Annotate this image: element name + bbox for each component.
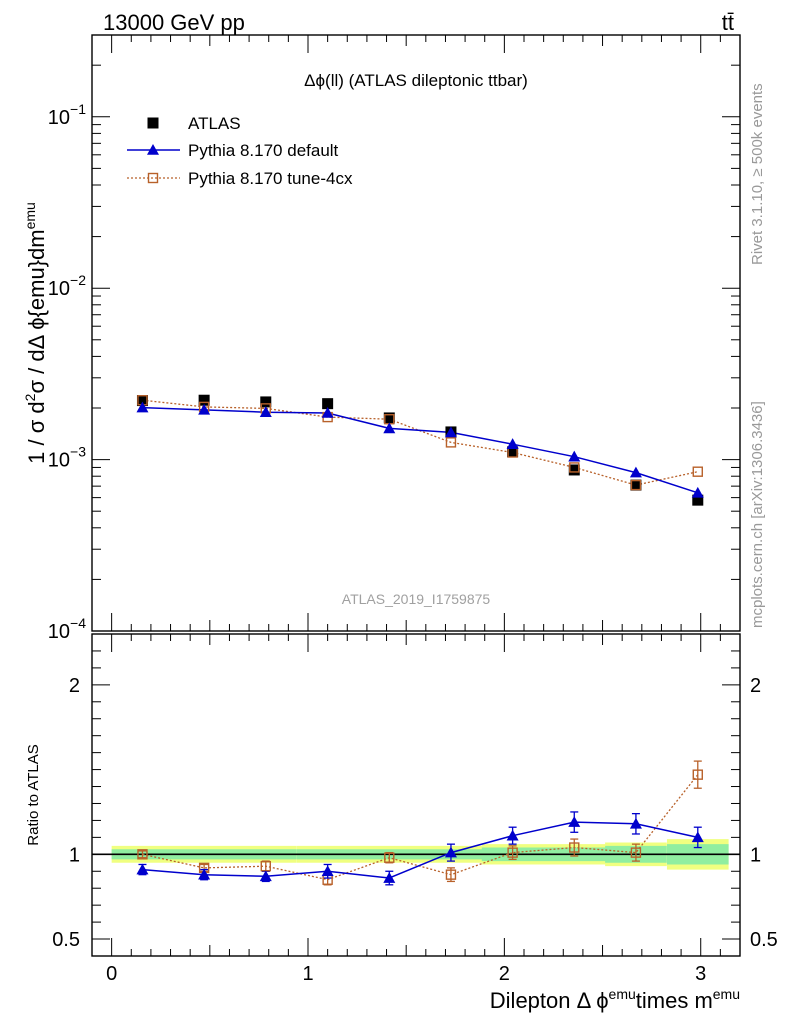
legend-label: ATLAS: [188, 114, 241, 133]
series-line-default: [142, 406, 699, 494]
triangle-marker: [629, 466, 642, 478]
main-frame: [91, 34, 741, 632]
open-square-marker: [630, 847, 642, 858]
open-square-marker: [569, 842, 580, 853]
ratio-line-default: [142, 821, 698, 879]
triangle-marker: [259, 870, 272, 882]
triangle-marker: [259, 406, 272, 418]
triangle-marker: [136, 401, 149, 413]
ratio-frame: [91, 633, 741, 957]
triangle-marker: [321, 865, 334, 877]
open-square-marker: [445, 437, 457, 448]
open-square-marker: [137, 849, 148, 860]
filled-square-marker: [136, 395, 148, 407]
filled-square-marker: [147, 117, 159, 129]
mcplots-label: mcplots.cern.ch [arXiv:1306.3436]: [749, 401, 766, 628]
chart-title: Δϕ(ll) (ATLAS dileptonic ttbar): [304, 71, 528, 90]
triangle-marker: [444, 426, 457, 438]
x-tick-label: 2: [499, 963, 510, 985]
rivet-label: Rivet 3.1.10, ≥ 500k events: [749, 83, 766, 265]
triangle-marker: [568, 450, 581, 462]
ratio-axis-ticks: [92, 633, 741, 957]
ratio-y-tick-label: 1: [69, 844, 80, 866]
legend: ATLAS Pythia 8.170 default Pythia 8.170 tu…: [127, 114, 353, 188]
legend-label: Pythia 8.170 tune-4cx: [188, 169, 353, 188]
y-tick-label: 10−2: [48, 272, 86, 300]
triangle-marker: [198, 868, 211, 880]
series-line-tune-4cx: [142, 399, 698, 486]
triangle-marker: [568, 816, 581, 827]
ratio-panel: 0.5 0.5 1 1 2 2 0 1 2 3: [52, 633, 778, 985]
ratio-y-axis-label: Ratio to ATLAS: [25, 744, 42, 845]
main-panel: 10−4 10−3 10−2 10−1 Δϕ(ll) (ATLAS dileptoni…: [48, 34, 741, 643]
ratio-y-tick-label-right: 2: [750, 675, 761, 697]
triangle-marker: [198, 403, 211, 415]
triangle-marker: [629, 817, 642, 829]
ratio-series: [136, 760, 704, 886]
filled-square-marker: [692, 494, 704, 506]
triangle-marker: [383, 872, 396, 883]
filled-square-marker: [568, 464, 580, 476]
ratio-line-tune-4cx: [142, 774, 699, 881]
triangle-marker: [147, 144, 159, 155]
filled-square-marker: [630, 479, 642, 491]
filled-square-marker: [198, 394, 210, 406]
y-tick-label: 10−1: [48, 101, 86, 129]
triangle-marker: [383, 422, 396, 434]
triangle-marker: [506, 438, 519, 449]
filled-square-marker: [322, 398, 334, 410]
x-tick-label: 0: [106, 963, 117, 985]
triangle-marker: [691, 831, 704, 843]
y-tick-label: 10−4: [48, 615, 86, 643]
y-tick-label: 10−3: [48, 444, 86, 472]
legend-label: Pythia 8.170 default: [188, 141, 339, 160]
open-square-marker: [692, 769, 703, 780]
x-tick-label: 3: [695, 963, 706, 985]
triangle-marker: [136, 863, 149, 875]
triangle-marker: [691, 486, 704, 498]
ratio-y-tick-label: 2: [69, 675, 80, 697]
open-square-marker: [147, 172, 159, 184]
analysis-label: ATLAS_2019_I1759875: [342, 591, 491, 607]
main-series: [136, 394, 704, 506]
header-left: 13000 GeV pp: [103, 10, 245, 35]
ratio-y-tick-labels: 0.5 0.5 1 1 2 2: [52, 675, 778, 951]
x-tick-label: 1: [302, 963, 313, 985]
filled-square-marker: [260, 396, 272, 408]
open-square-marker: [569, 462, 580, 473]
main-y-tick-labels: 10−4 10−3 10−2 10−1: [48, 101, 86, 643]
triangle-marker: [444, 846, 457, 858]
open-square-marker: [630, 479, 642, 491]
triangle-marker: [506, 829, 519, 841]
ratio-y-tick-label: 0.5: [52, 929, 80, 951]
open-square-marker: [384, 852, 395, 863]
main-y-axis-label: 1 / σ d2σ / dΔ ϕ{emu}dmemu: [22, 202, 49, 464]
ratio-x-tick-labels: 0 1 2 3: [106, 963, 706, 985]
open-square-marker: [445, 869, 457, 880]
open-square-marker: [507, 847, 518, 858]
header-right: tt̄: [722, 10, 734, 35]
ratio-y-tick-label-right: 0.5: [750, 929, 778, 951]
open-square-marker: [692, 466, 703, 477]
filled-square-marker: [383, 412, 395, 424]
filled-square-marker: [507, 446, 519, 458]
x-axis-label: Dilepton Δ ϕemutimes memu: [490, 986, 740, 1013]
triangle-marker: [321, 406, 334, 418]
ratio-y-tick-label-right: 1: [750, 844, 761, 866]
